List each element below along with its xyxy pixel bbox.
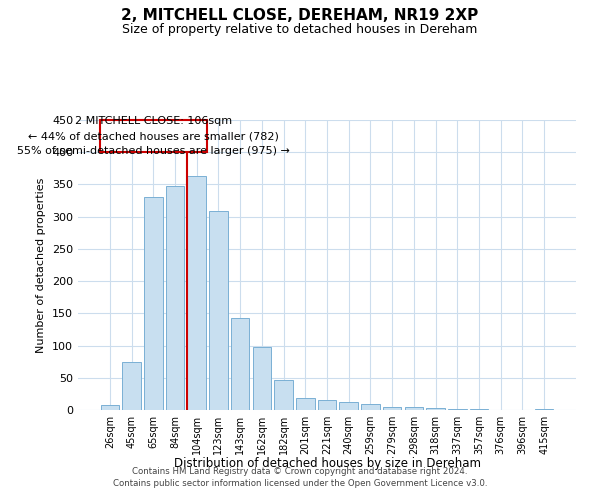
Bar bbox=[187, 176, 206, 410]
Text: Size of property relative to detached houses in Dereham: Size of property relative to detached ho… bbox=[122, 22, 478, 36]
Bar bbox=[274, 380, 293, 410]
Bar bbox=[404, 407, 423, 410]
Bar bbox=[296, 398, 314, 410]
Text: Contains HM Land Registry data © Crown copyright and database right 2024.
Contai: Contains HM Land Registry data © Crown c… bbox=[113, 466, 487, 487]
Bar bbox=[144, 198, 163, 410]
Bar bbox=[340, 402, 358, 410]
Text: 2 MITCHELL CLOSE: 106sqm
← 44% of detached houses are smaller (782)
55% of semi-: 2 MITCHELL CLOSE: 106sqm ← 44% of detach… bbox=[17, 116, 290, 156]
Bar bbox=[101, 406, 119, 410]
Bar bbox=[427, 408, 445, 410]
Bar bbox=[253, 348, 271, 410]
Bar bbox=[209, 211, 227, 410]
Text: Distribution of detached houses by size in Dereham: Distribution of detached houses by size … bbox=[173, 457, 481, 470]
Bar bbox=[448, 408, 467, 410]
Bar bbox=[166, 186, 184, 410]
FancyBboxPatch shape bbox=[100, 120, 207, 152]
Text: 2, MITCHELL CLOSE, DEREHAM, NR19 2XP: 2, MITCHELL CLOSE, DEREHAM, NR19 2XP bbox=[121, 8, 479, 22]
Y-axis label: Number of detached properties: Number of detached properties bbox=[37, 178, 46, 352]
Bar bbox=[383, 407, 401, 410]
Bar bbox=[231, 318, 250, 410]
Bar bbox=[318, 400, 336, 410]
Bar bbox=[361, 404, 380, 410]
Bar bbox=[122, 362, 141, 410]
